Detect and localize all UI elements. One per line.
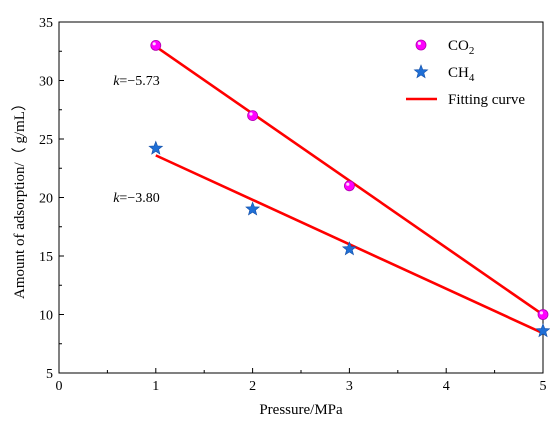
slope-value: =−5.73 [119, 74, 159, 89]
data-point-ch4 [148, 140, 164, 155]
x-tick-label: 3 [346, 379, 353, 394]
slope-symbol: k [113, 74, 120, 89]
x-tick-label: 4 [443, 379, 450, 394]
x-tick-label: 5 [540, 379, 547, 394]
legend-label: Fitting curve [448, 92, 525, 108]
legend-label: CO2 [448, 38, 474, 57]
y-tick-label: 5 [46, 367, 53, 382]
x-tick-label: 1 [152, 379, 159, 394]
marker-highlight [417, 41, 421, 46]
data-point-co2 [247, 110, 259, 121]
data-point-co2 [343, 180, 355, 192]
data-point-ch4 [341, 241, 357, 256]
marker-body [150, 40, 162, 51]
y-tick-label: 20 [39, 192, 53, 207]
slope-symbol: k [113, 191, 120, 206]
legend-label-subscript: 4 [469, 72, 475, 84]
y-tick-label: 15 [39, 250, 53, 265]
data-point-co2 [537, 309, 549, 320]
data-point-co2 [150, 40, 162, 51]
legend-label: CH4 [448, 65, 475, 84]
legend-label-subscript: 2 [469, 45, 475, 57]
marker-body [343, 180, 355, 192]
y-tick-label: 30 [39, 75, 53, 90]
legend-marker-co2 [415, 39, 427, 51]
slope-value: =−3.80 [119, 191, 159, 206]
x-axis-title: Pressure/MPa [259, 402, 343, 418]
axes: 0 1 2 3 4 5 5 10 15 20 25 30 35 [39, 16, 547, 394]
marker-body [537, 309, 549, 320]
data-point-ch4 [535, 323, 550, 338]
marker-highlight [539, 311, 544, 315]
annotations: k=−5.73k=−3.80 [113, 74, 160, 206]
marker-highlight [346, 182, 350, 186]
legend-marker-ch4 [413, 64, 429, 79]
x-tick-label: 2 [249, 379, 256, 394]
y-tick-label: 25 [39, 133, 53, 148]
marker-body [247, 110, 259, 121]
marker-body [415, 39, 427, 51]
x-tick-label: 0 [56, 379, 63, 394]
marker-highlight [152, 42, 156, 46]
legend-label-base: CO [448, 38, 469, 54]
y-tick-label: 10 [39, 309, 53, 324]
data-markers [148, 40, 550, 338]
data-point-ch4 [245, 201, 261, 216]
legend-label-base: CH [448, 65, 469, 81]
y-tick-label: 35 [39, 16, 53, 31]
marker-highlight [249, 112, 253, 116]
slope-annotation: k=−3.80 [113, 191, 160, 206]
y-axis-title: Amount of adsorption/（ g/mL） [11, 96, 28, 299]
slope-annotation: k=−5.73 [113, 74, 160, 89]
